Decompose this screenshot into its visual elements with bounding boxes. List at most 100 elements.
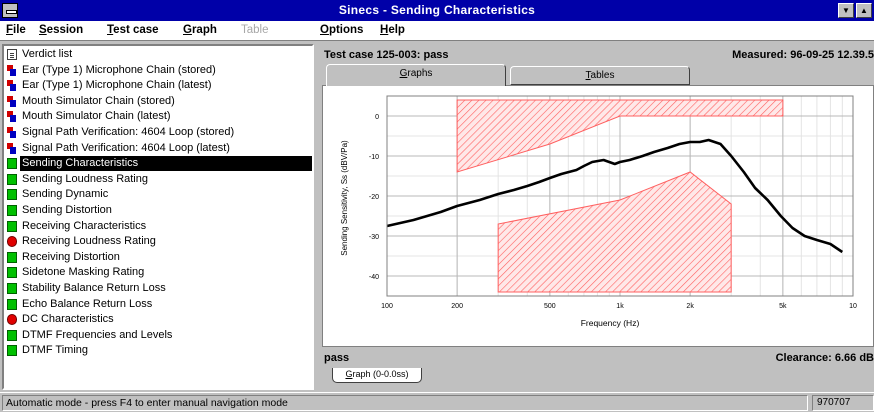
list-item[interactable]: Sidetone Masking Rating (6, 265, 312, 280)
list-item[interactable]: Ear (Type 1) Microphone Chain (latest) (6, 78, 312, 93)
list-item[interactable]: Receiving Characteristics (6, 219, 312, 234)
plot-frame (386, 95, 854, 297)
list-item-label: DC Characteristics (22, 313, 114, 326)
list-item[interactable]: DTMF Frequencies and Levels (6, 328, 312, 343)
list-item-label: Sidetone Masking Rating (22, 266, 145, 279)
result-pane: Test case 125-003: pass Measured: 96-09-… (318, 44, 874, 390)
pass-status-icon (7, 345, 17, 357)
lower-limit-mask (497, 171, 732, 293)
list-item[interactable]: Sending Characteristics (6, 156, 312, 172)
measured-curve (386, 138, 844, 254)
pass-status-icon (7, 267, 17, 279)
y-tick-label: -40 (369, 274, 379, 281)
list-item[interactable]: Mouth Simulator Chain (latest) (6, 109, 312, 124)
list-item[interactable]: Stability Balance Return Loss (6, 281, 312, 296)
fail-status-icon (7, 314, 17, 326)
upper-limit-mask (456, 99, 784, 173)
menu-file[interactable]: File (6, 24, 26, 36)
pass-status-icon (7, 220, 17, 232)
menu-table[interactable]: Table (241, 24, 269, 36)
list-item-label: Echo Balance Return Loss (22, 297, 153, 310)
pass-status-icon (7, 283, 17, 294)
x-tick-label: 100 (381, 303, 393, 310)
y-tick-label: -20 (369, 194, 379, 201)
status-bar: Automatic mode - press F4 to enter manua… (0, 392, 874, 412)
list-item[interactable]: Receiving Loudness Rating (6, 234, 312, 249)
y-tick-label: -30 (369, 234, 379, 241)
verdict-row: pass Clearance: 6.66 dB (324, 352, 874, 368)
status-message: Automatic mode - press F4 to enter manua… (2, 395, 808, 411)
list-item-label: Mouth Simulator Chain (stored) (22, 94, 175, 107)
system-menu-icon[interactable] (2, 3, 18, 18)
list-item[interactable]: Mouth Simulator Chain (stored) (6, 94, 312, 109)
title-bar: Sinecs - Sending Characteristics ▼ ▲ (0, 0, 874, 21)
list-item-label: Receiving Distortion (22, 250, 120, 263)
x-tick-label: 2k (686, 303, 694, 310)
clearance-value: Clearance: 6.66 dB (775, 352, 874, 364)
list-item[interactable]: Sending Loudness Rating (6, 172, 312, 187)
calibration-chain-icon (7, 111, 17, 123)
x-tick-label: 200 (451, 303, 463, 310)
y-tick-label: -10 (369, 154, 379, 161)
list-item-label: Signal Path Verification: 4604 Loop (lat… (22, 141, 230, 154)
x-tick-label: 1k (616, 303, 624, 310)
test-case-list[interactable]: Verdict list Ear (Type 1) Microphone Chai… (2, 44, 314, 390)
x-tick-label: 500 (544, 303, 556, 310)
pass-status-icon (7, 205, 17, 216)
list-item[interactable]: Signal Path Verification: 4604 Loop (sto… (6, 125, 312, 140)
pass-status-icon (7, 158, 17, 170)
list-item-label: Sending Dynamic (22, 188, 109, 201)
menu-session[interactable]: Session (39, 24, 84, 36)
pass-status-icon (7, 251, 17, 263)
calibration-chain-icon (7, 142, 17, 154)
list-item[interactable]: DC Characteristics (6, 312, 312, 327)
list-item-label: Mouth Simulator Chain (latest) (22, 110, 171, 123)
list-item-label: Receiving Characteristics (22, 219, 147, 232)
tab-graphs[interactable]: Graphs (326, 64, 506, 86)
calibration-chain-icon (7, 95, 17, 107)
menu-test-case[interactable]: Test case (107, 24, 159, 36)
menu-options[interactable]: Options (320, 24, 364, 36)
sending-characteristics-chart: 0 -10 -20 -30 -40 100 200 500 1k 2k 5k 10 Frequency … (340, 95, 857, 328)
graph-panel: 0 -10 -20 -30 -40 100 200 500 1k 2k 5k 10 Frequency … (322, 85, 874, 347)
x-axis-label: Frequency (Hz) (581, 318, 640, 328)
list-item-label: Sending Distortion (22, 204, 112, 216)
pass-status-icon (7, 298, 17, 310)
calibration-chain-icon (7, 127, 17, 138)
list-item[interactable]: Verdict list (6, 47, 312, 62)
window-title: Sinecs - Sending Characteristics (338, 3, 536, 17)
menu-graph[interactable]: Graph (183, 24, 217, 36)
y-axis-label: Sending Sensitivity, Ss (dBV/Pa) (340, 140, 349, 256)
maximize-icon[interactable]: ▲ (856, 3, 872, 18)
x-tick-label: 5k (779, 303, 787, 310)
x-tick-label: 10 (849, 303, 857, 310)
tab-graph-range[interactable]: Graph (0-0.0ss) (332, 368, 422, 383)
list-item-label: Stability Balance Return Loss (22, 282, 166, 294)
pass-status-icon (7, 173, 17, 185)
list-item-label: Receiving Loudness Rating (22, 235, 156, 248)
pass-status-icon (7, 329, 17, 341)
list-item[interactable]: Receiving Distortion (6, 250, 312, 265)
minimize-icon[interactable]: ▼ (838, 3, 854, 18)
menu-bar: File Session Test case Graph Table Optio… (0, 21, 874, 41)
verdict-text: pass (324, 352, 350, 364)
calibration-chain-icon (7, 64, 17, 76)
menu-help[interactable]: Help (380, 24, 405, 36)
list-item-label: Verdict list (22, 48, 73, 60)
tab-tables[interactable]: Tables (510, 66, 690, 85)
list-item[interactable]: Echo Balance Return Loss (6, 297, 312, 312)
list-item-label: Sending Loudness Rating (22, 172, 148, 185)
fail-status-icon (7, 236, 17, 248)
list-item-label: Sending Characteristics (20, 156, 312, 172)
pass-status-icon (7, 189, 17, 201)
list-item[interactable]: Ear (Type 1) Microphone Chain (stored) (6, 63, 312, 78)
list-item-label: DTMF Timing (22, 344, 88, 357)
y-tick-label: 0 (375, 114, 379, 121)
list-item[interactable]: Sending Distortion (6, 203, 312, 218)
measured-timestamp: Measured: 96-09-25 12.39.5 (732, 49, 874, 61)
list-item[interactable]: DTMF Timing (6, 343, 312, 358)
document-icon (7, 49, 17, 60)
list-item[interactable]: Signal Path Verification: 4604 Loop (lat… (6, 141, 312, 156)
calibration-chain-icon (7, 80, 17, 92)
list-item[interactable]: Sending Dynamic (6, 187, 312, 202)
